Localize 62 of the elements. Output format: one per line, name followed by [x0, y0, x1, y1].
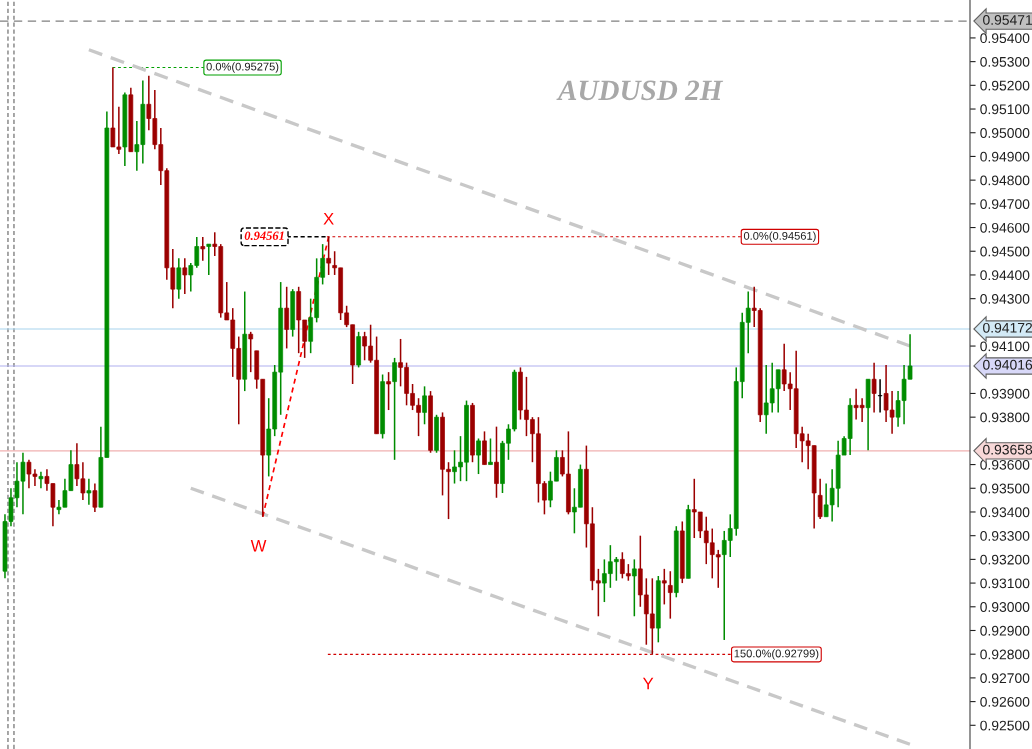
ref-line-label: 0.94172 — [983, 322, 1032, 333]
y-tick-label: 0.95200 — [980, 80, 1030, 91]
y-tick-label: 0.95000 — [980, 128, 1030, 138]
annotation: 0.94561 — [244, 231, 284, 240]
y-tick-label: 0.93300 — [980, 531, 1030, 541]
candlestick — [182, 257, 188, 295]
y-tick-label: 0.94500 — [980, 246, 1030, 257]
y-tick-label: 0.93800 — [980, 412, 1030, 423]
candlestick — [200, 236, 206, 262]
candlestick — [632, 558, 637, 618]
candlestick — [392, 357, 397, 461]
ref-line-label: 0.0%(0.95275) — [206, 62, 279, 73]
y-tick-label: 0.92500 — [980, 720, 1030, 731]
candlestick — [476, 437, 481, 475]
candlestick — [871, 361, 877, 414]
candlestick — [248, 331, 254, 373]
candlestick — [422, 385, 427, 426]
candlestick — [488, 437, 493, 466]
candlestick — [284, 286, 290, 350]
y-tick-label: 0.93200 — [980, 554, 1030, 565]
y-tick-label: 0.92800 — [980, 649, 1030, 660]
y-tick-label: 0.95400 — [980, 33, 1030, 44]
y-tick-label: 0.92700 — [980, 673, 1030, 684]
y-tick-label: 0.94600 — [980, 222, 1030, 233]
y-tick-label: 0.94900 — [980, 151, 1030, 162]
ref-line-label: 0.0%(0.94561) — [743, 231, 816, 242]
candlestick — [86, 478, 92, 506]
candlestick — [386, 371, 391, 411]
y-tick-label: 0.94100 — [980, 341, 1030, 352]
candlestick — [661, 568, 667, 606]
y-tick-label: 0.92600 — [980, 696, 1030, 707]
y-tick-label: 0.93100 — [980, 578, 1030, 589]
y-tick-label: 0.93900 — [980, 388, 1030, 399]
y-tick-label: 0.93600 — [980, 459, 1030, 470]
y-tick-label: 0.94700 — [980, 199, 1030, 210]
y-tick-label: 0.94300 — [980, 293, 1030, 304]
candlestick — [92, 482, 98, 513]
y-tick-label: 0.95100 — [980, 104, 1030, 115]
y-tick-label: 0.93000 — [980, 602, 1030, 612]
annotation: X — [323, 212, 334, 225]
candlestick — [482, 430, 487, 466]
candlestick — [877, 378, 883, 414]
candlestick — [494, 425, 499, 499]
text: AUDUSD 2H — [556, 80, 724, 101]
y-tick-label: 0.93400 — [980, 507, 1030, 518]
y-tick-label: 0.95300 — [980, 56, 1030, 67]
ref-line-label: 0.94016 — [983, 359, 1032, 370]
ref-line-label: 150.0%(0.92799) — [734, 649, 819, 660]
candlestick — [326, 236, 331, 276]
candlestick — [667, 570, 673, 620]
candlestick — [176, 257, 182, 300]
y-tick-label: 0.94400 — [980, 270, 1030, 281]
ref-line-label: 0.95471 — [983, 14, 1032, 25]
y-tick-label: 0.92900 — [980, 625, 1030, 636]
y-tick-label: 0.93500 — [980, 483, 1030, 494]
annotation: W — [250, 540, 267, 552]
candlestick — [817, 478, 823, 520]
y-tick-label: 0.94800 — [980, 175, 1030, 186]
candlestick — [206, 243, 212, 276]
candlestick — [38, 470, 44, 490]
ref-line-label: 0.93658 — [983, 444, 1032, 455]
annotation: Y — [642, 677, 654, 690]
